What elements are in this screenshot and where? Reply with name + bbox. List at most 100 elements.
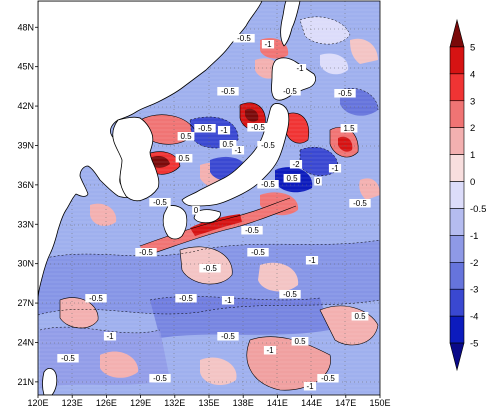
lon-tick-label: 150E [369,398,390,408]
contour-label: -0.5 [198,124,212,133]
contour-label: -1 [264,40,272,49]
colorbar-level-label: 3 [470,96,475,107]
lon-tick-label: 144E [301,398,322,408]
contour-label-bg [194,124,216,133]
contour-label: -1 [296,64,304,73]
contour-label-bg [305,256,319,265]
contour-label: -0.5 [139,248,153,257]
contour-label: -0.5 [179,294,193,303]
contour-label: -0.5 [221,332,235,341]
colorbar-bottom-arrow [449,342,465,372]
taiwan [42,368,58,395]
contour-label: -0.5 [153,198,167,207]
contour-label: -0.5 [221,87,235,96]
contour-label: 0.5 [222,140,234,149]
colorbar-box [449,235,465,263]
contour-label-bg [303,382,317,391]
colorbar-level-label: -1 [470,231,478,242]
contour-label: -0.5 [61,354,75,363]
contour-label-bg [135,248,157,257]
colorbar-level-label: -3 [470,285,478,296]
contour-label-bg [279,87,301,96]
lat-tick-label: 21N [17,377,34,387]
contour-label-bg [349,199,371,208]
contour-label-bg [233,34,255,43]
contour-label-bg [175,154,193,163]
contour-label: -1 [331,164,339,173]
colorbar-box [449,73,465,102]
map-plot-area [38,1,380,395]
lat-tick-label: 24N [17,337,34,347]
contour-label-bg [149,198,171,207]
lon-tick-label: 147E [335,398,356,408]
contour-label: -0.5 [203,264,217,273]
contour-label: -0.5 [237,34,251,43]
lon-tick-label: 138E [233,398,254,408]
contour-label: 0.5 [354,312,366,321]
lat-tick-label: 33N [17,219,34,229]
contour-label-bg [317,374,339,383]
contour-label: -0.5 [338,89,352,98]
lon-tick-label: 123E [62,398,83,408]
contour-label: 0.5 [294,337,306,346]
contour-label-bg [192,206,200,215]
contour-label: -1 [106,332,114,341]
korean-peninsula [112,116,160,202]
lat-tick-label: 48N [17,22,34,32]
lon-tick-label: 120E [27,398,48,408]
contour-label-bg [217,126,231,135]
contour-label-bg [289,160,303,169]
contour-label: 1.5 [343,124,355,133]
contour-label: -1 [266,346,274,355]
contour-label: 0.5 [286,174,298,183]
contour-label: 0.5 [178,154,190,163]
lon-tick-label: 141E [267,398,288,408]
contour-label-bg [231,146,245,155]
lat-tick-label: 45N [17,62,34,72]
colorbar: 5 4 3 2 1 0 -0.5 -1 -2 -3 -4 -5 [449,18,486,372]
contour-label: -1 [224,296,232,305]
colorbar-box [449,100,465,128]
colorbar-top-arrow [449,18,465,48]
contour-label: -1 [306,382,314,391]
contour-label-bg [291,337,309,346]
latitude-axis: 48N 45N 42N 39N 36N 33N 30N 27N 24N 21N [17,22,38,387]
lat-tick-label: 27N [17,298,34,308]
colorbar-level-label: 1 [470,150,475,161]
contour-label-bg [57,354,79,363]
contour-label-bg [199,264,221,273]
lon-tick-label: 135E [198,398,219,408]
contour-label: -0.5 [353,199,367,208]
colorbar-box [449,127,465,155]
colorbar-level-label: 2 [470,123,475,134]
contour-label: 0 [316,177,321,186]
colorbar-box [449,154,465,182]
contour-label-bg [177,132,195,141]
contour-label-bg [103,332,117,341]
contour-label: -2 [292,160,300,169]
contour-label: 0 [194,206,199,215]
contour-label: -0.5 [261,180,275,189]
contour-label-bg [334,89,356,98]
contour-label: -0.5 [283,87,297,96]
lon-tick-label: 132E [164,398,185,408]
contour-label-bg [293,64,307,73]
lon-tick-label: 126E [96,398,117,408]
colorbar-box [449,181,465,209]
colorbar-level-label: 5 [470,42,475,53]
contour-label-bg [279,290,301,299]
lon-tick-label: 129E [130,398,151,408]
contour-label-bg [351,312,369,321]
longitude-axis: 120E 123E 126E 129E 132E 135E 138E 141E 144E 147E… [27,395,391,408]
sakhalin [280,1,301,47]
contour-label: -0.5 [321,374,335,383]
colorbar-box [449,46,465,75]
lat-tick-label: 30N [17,259,34,269]
contour-label-bg [257,141,279,150]
contour-label-bg [175,294,197,303]
lat-tick-label: 36N [17,180,34,190]
colorbar-level-label: -2 [470,258,478,269]
contour-label-layer: -1 -0.5 -0.5 -0.5 -1 0.5 -0.5 -1 -0.5 1.5 0.5 -0.5 0… [57,34,371,391]
contour-label: -1 [308,256,316,265]
